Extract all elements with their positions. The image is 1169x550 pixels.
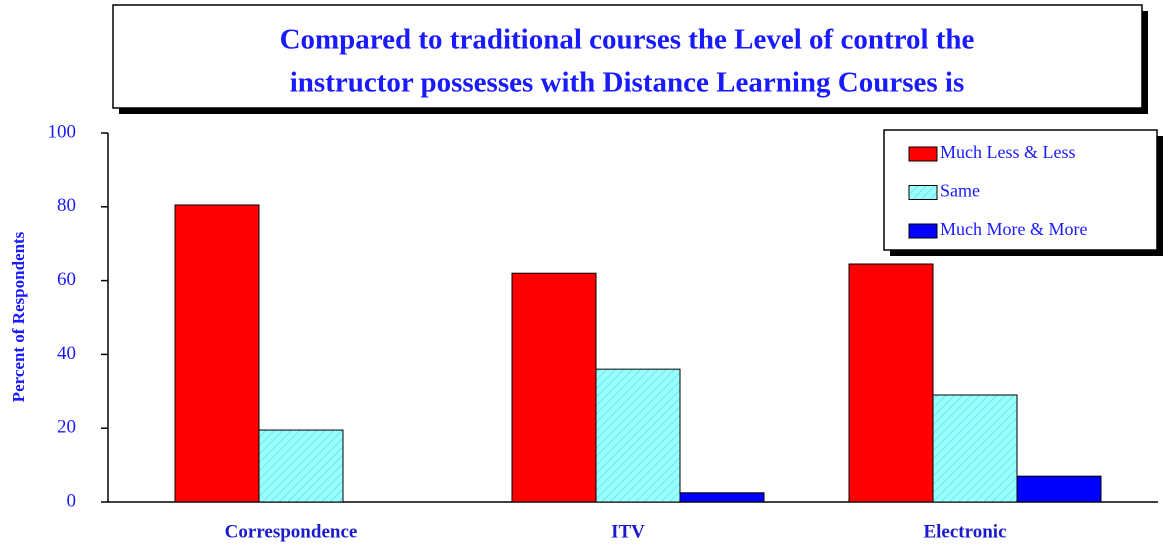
bar [595,368,681,503]
legend-swatch [908,185,938,200]
legend-swatch [908,223,938,239]
y-tick-label: 0 [67,490,77,511]
bar [679,492,765,503]
bar [511,272,597,503]
x-tick-label: ITV [611,521,645,542]
bar [258,429,344,503]
chart-title: Compared to traditional courses the Leve… [280,24,975,56]
y-tick-label: 20 [57,417,76,438]
y-tick-label: 80 [57,195,76,216]
bar [848,263,934,503]
legend-label: Much More & More [940,219,1087,239]
legend-swatch [908,146,938,162]
chart-title: instructor possesses with Distance Learn… [290,67,965,99]
bar [1016,475,1102,503]
x-tick-label: Correspondence [225,521,358,542]
bar [174,204,260,503]
y-tick-label: 40 [57,343,76,364]
y-tick-label: 100 [48,121,77,142]
y-axis-label: Percent of Respondents [9,231,28,402]
legend-label: Same [940,181,980,201]
x-tick-label: Electronic [923,521,1006,542]
title-box [112,4,1143,109]
bar [932,394,1018,503]
y-tick-label: 60 [57,269,76,290]
legend-label: Much Less & Less [940,142,1075,162]
